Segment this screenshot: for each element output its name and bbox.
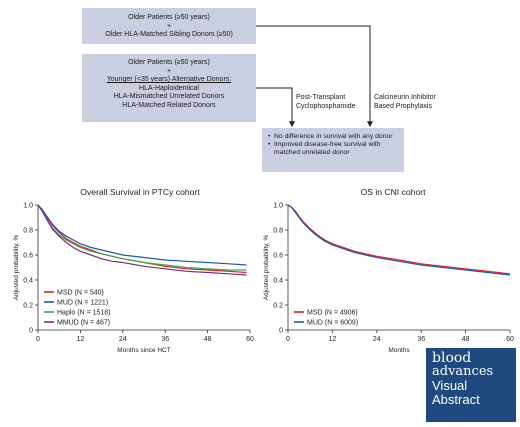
- legend-label-1: MSD (N = 540): [57, 290, 104, 297]
- connector-box2: [256, 87, 295, 128]
- y-tick-label: 0.6: [273, 253, 283, 260]
- box2-line2: +: [166, 67, 172, 75]
- series-line-4: [37, 204, 247, 276]
- y-tick-label: 0.4: [23, 278, 33, 285]
- chart2-title: OS in CNI cohort: [360, 187, 426, 197]
- x-tick-label: 48: [462, 336, 470, 343]
- y-tick-label: 0.4: [273, 278, 283, 285]
- x-tick-label: 60: [506, 336, 514, 343]
- cni-label-line1: Calcineurin Inhibitor: [374, 94, 436, 101]
- y-tick-label: 1.0: [273, 203, 283, 210]
- x-tick-label: 12: [77, 336, 85, 343]
- y-tick-label: 1.0: [23, 203, 33, 210]
- x-tick-label: 24: [119, 336, 127, 343]
- box2-line5: HLA-Mismatched Unrelated Donors: [113, 93, 225, 101]
- x-tick-label: 36: [161, 336, 169, 343]
- x-axis-label: Months since HCT: [117, 347, 170, 354]
- x-tick-label: 0: [286, 336, 290, 343]
- logo-line2: advances: [432, 364, 494, 379]
- box1-line1: Older Patients (≥50 years): [128, 14, 210, 21]
- series-line-1: [37, 204, 247, 274]
- y-tick-label: 0.8: [273, 228, 283, 235]
- series-line-2: [37, 204, 247, 266]
- ptcy-label-line2: Cyclophosphamide: [296, 102, 356, 110]
- ptcy-label-line1: Post-Transplant: [296, 94, 346, 101]
- legend-label-2: MUD (N = 1221): [57, 300, 108, 307]
- box2-line3: Younger (<35 years) Alternative Donors:: [106, 76, 232, 84]
- chart1-title: Overall Survival in PTCy cohort: [80, 187, 200, 197]
- blood-advances-logo: blood advances Visual Abstract: [426, 348, 516, 422]
- box2-line4: HLA-Haploidentical: [139, 84, 199, 92]
- logo-line3: Visual: [432, 378, 468, 393]
- outcome-bullet-2: Improved disease-free survival with matc…: [268, 141, 400, 157]
- logo-line1: blood: [432, 350, 472, 366]
- legend-label-4: MMUD (N = 467): [57, 320, 110, 327]
- logo-line4: Abstract: [432, 392, 480, 407]
- y-tick-label: 0.8: [23, 228, 33, 235]
- x-tick-label: 24: [373, 336, 381, 343]
- connector-box1: [256, 25, 373, 128]
- y-tick-label: 0.6: [23, 253, 33, 260]
- box2-line1: Older Patients (≥50 years): [128, 59, 210, 66]
- y-axis-label: Adjusted probability, %: [263, 234, 270, 300]
- legend-label-2: MUD (N = 6009): [307, 320, 358, 327]
- outcome-bullet-1: No difference in survival with any donor: [268, 133, 400, 141]
- x-tick-label: 48: [204, 336, 212, 343]
- y-axis-label: Adjusted probability, %: [13, 234, 20, 300]
- box1-line2: +: [166, 22, 172, 30]
- y-tick-label: 0.2: [23, 303, 33, 310]
- x-tick-label: 12: [329, 336, 337, 343]
- cni-label-line2: Based Prophylaxis: [374, 102, 432, 110]
- series-line-1: [287, 204, 511, 275]
- legend-label-1: MSD (N = 4906): [307, 310, 358, 317]
- box2-line6: HLA-Matched Related Donors: [122, 101, 216, 109]
- legend-label-3: Haplo (N = 1518): [57, 310, 111, 317]
- older-sibling-donor-box: Older Patients (≥50 years) + Older HLA-M…: [82, 8, 256, 44]
- y-tick-label: 0: [29, 328, 33, 335]
- x-tick-label: 36: [417, 336, 425, 343]
- cni-arrow-label: Calcineurin Inhibitor Based Prophylaxis: [374, 94, 436, 111]
- y-tick-label: 0: [279, 328, 283, 335]
- x-tick-label: 0: [36, 336, 40, 343]
- box1-line3: Older HLA-Matched Sibling Donors (≥50): [105, 31, 233, 39]
- outcome-box: No difference in survival with any donor…: [262, 128, 404, 172]
- y-tick-label: 0.2: [273, 303, 283, 310]
- connector-lines: [256, 25, 373, 128]
- x-tick-label: 60: [246, 336, 254, 343]
- ptcy-arrow-label: Post-Transplant Cyclophosphamide: [296, 94, 356, 111]
- x-axis-label: Months: [388, 347, 410, 354]
- series-line-2: [287, 204, 511, 276]
- younger-alternative-donor-box: Older Patients (≥50 years) + Younger (<3…: [82, 54, 256, 122]
